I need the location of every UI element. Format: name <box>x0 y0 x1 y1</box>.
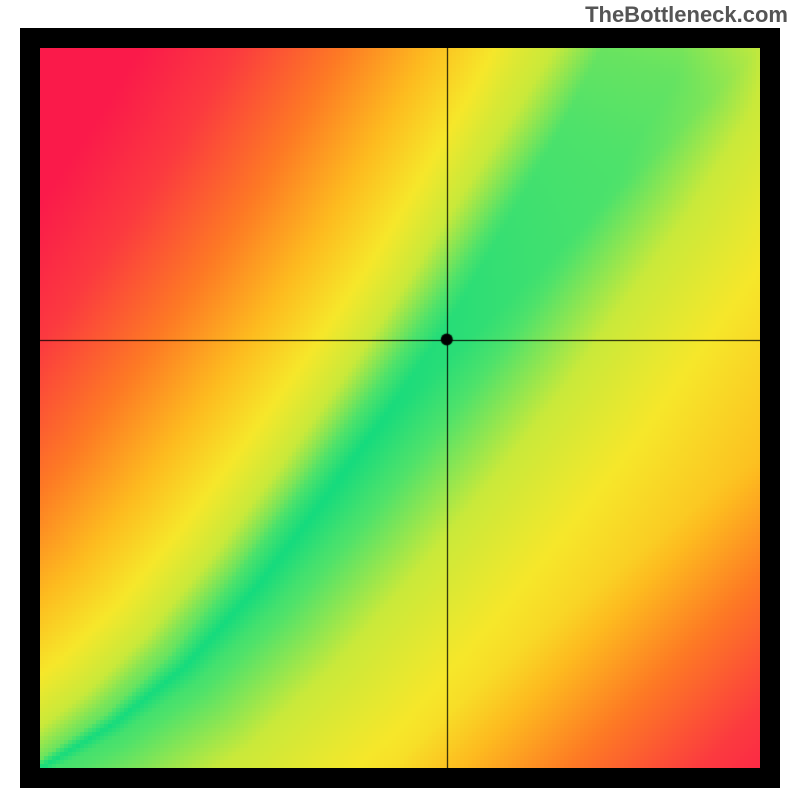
crosshair-overlay <box>40 48 760 768</box>
watermark-text: TheBottleneck.com <box>585 2 788 28</box>
chart-container: TheBottleneck.com <box>0 0 800 800</box>
plot-frame <box>20 28 780 788</box>
